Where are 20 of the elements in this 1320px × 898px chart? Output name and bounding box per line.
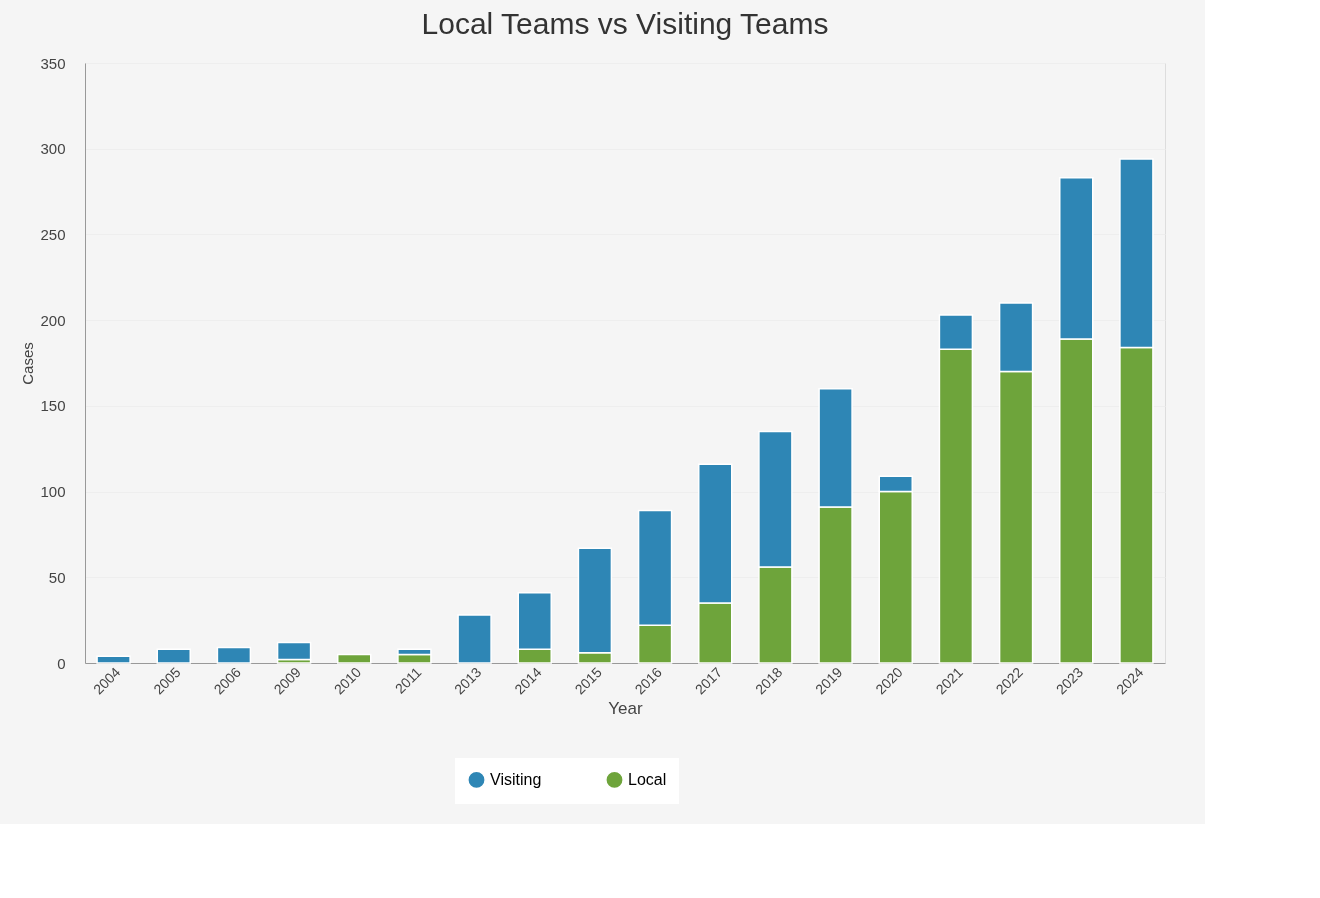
bar [337,653,372,664]
bar [216,646,252,664]
y-tick-label: 300 [40,140,66,158]
y-tick-label: 100 [40,483,66,501]
legend-label: Local [628,770,667,788]
y-tick-label: 0 [57,654,66,672]
bar [457,614,492,664]
y-axis-title: Cases [19,342,37,385]
bar [156,648,191,664]
chart-title: Local Teams vs Visiting Teams [421,7,829,40]
y-tick-label: 50 [48,568,66,586]
y-tick-label: 350 [40,54,66,72]
x-axis-title: Year [608,699,644,719]
bar [397,653,432,664]
y-tick-label: 250 [40,225,66,243]
bar [96,655,131,664]
y-tick-label: 200 [40,311,66,329]
bar [276,641,312,661]
legend-label: Visiting [490,770,542,788]
y-tick-label: 150 [40,397,66,415]
